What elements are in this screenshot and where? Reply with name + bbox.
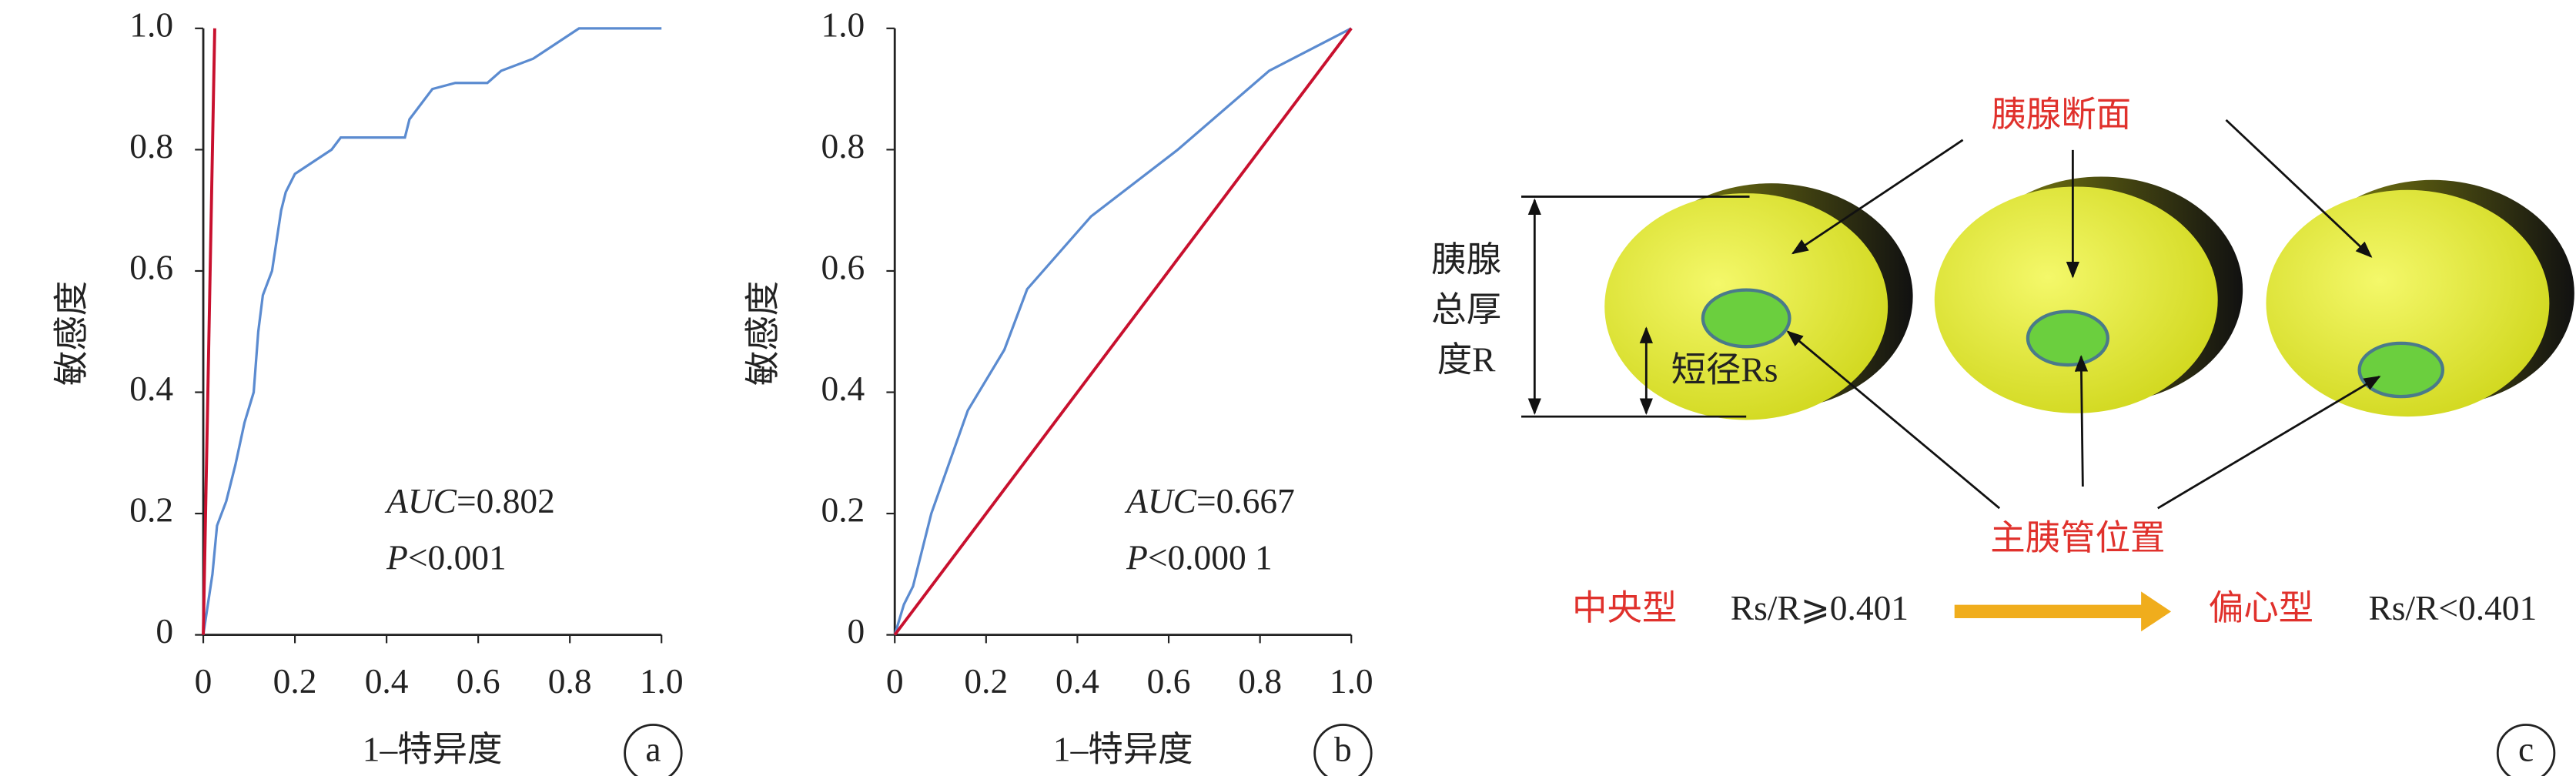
y-tick-label: 0.6: [129, 247, 173, 286]
y-tick-label: 0.8: [821, 126, 865, 166]
annotation-text: <0.001: [408, 538, 507, 577]
short-label: 短径Rs: [1671, 350, 1778, 389]
y-axis-label: 敏感度: [52, 281, 91, 386]
roc-line: [202, 27, 662, 635]
duct: [2026, 309, 2109, 367]
thickness-label: 总厚: [1431, 289, 1501, 329]
y-tick-label: 0.6: [821, 247, 865, 286]
y-tick-label: 0.4: [821, 369, 865, 408]
duct-label: 主胰管位置: [1990, 518, 2165, 557]
x-axis-label: 1–特异度: [1053, 730, 1193, 769]
y-tick-label: 1.0: [129, 5, 173, 44]
y-axis-label: 敏感度: [743, 281, 782, 386]
x-tick-label: 0.4: [1055, 661, 1099, 701]
x-tick-label: 0: [195, 661, 212, 701]
y-tick-label: 0.8: [129, 126, 173, 166]
annotation: AUC=0.667: [1124, 481, 1295, 520]
arrow: [1786, 330, 2001, 510]
arrow: [2157, 375, 2381, 510]
roc-line: [893, 27, 1353, 636]
disc: [2266, 189, 2550, 417]
x-tick-label: 0.2: [273, 661, 317, 701]
x-axis-label: 1–特异度: [363, 730, 503, 769]
central-rule: Rs/R⩾0.401: [1731, 588, 1909, 627]
discs: [1604, 176, 2574, 420]
x-tick-label: 1.0: [1330, 661, 1373, 701]
roc-line: [202, 28, 216, 635]
eccentric-label: 偏心型: [2209, 588, 2313, 627]
panel-label: c: [2518, 730, 2534, 769]
annotation-text: =0.802: [457, 481, 555, 520]
panel-label: b: [1334, 730, 1352, 769]
x-tick-label: 0.6: [1147, 661, 1191, 701]
x-tick-label: 0.6: [457, 661, 500, 701]
transition-arrow: [1954, 591, 2172, 632]
y-tick-label: 0.2: [129, 490, 173, 530]
disc: [1934, 186, 2218, 413]
annotation-italic: P: [386, 538, 408, 577]
annotation: P<0.001: [386, 538, 507, 577]
central-label: 中央型: [1572, 588, 1677, 627]
annotation-italic: P: [1126, 538, 1148, 577]
arrow: [1791, 139, 1964, 255]
panel-circle: [1313, 724, 1373, 776]
duct: [2357, 341, 2445, 399]
x-tick-label: 0.8: [548, 661, 592, 701]
y-tick-label: 0.2: [821, 490, 865, 530]
y-tick-label: 0.4: [129, 369, 173, 408]
x-tick-label: 0.8: [1238, 661, 1282, 701]
roc-line: [893, 27, 1352, 636]
arrow: [2225, 119, 2373, 258]
annotation-italic: AUC: [384, 481, 457, 520]
duct: [1701, 288, 1791, 349]
panel-label: a: [645, 730, 661, 769]
thickness-label: 胰腺: [1431, 239, 1501, 279]
annotation-text: =0.667: [1196, 481, 1295, 520]
y-tick-label: 0: [848, 611, 865, 651]
annotation-italic: AUC: [1124, 481, 1197, 520]
annotation: P<0.000 1: [1126, 538, 1273, 577]
annotation-text: <0.000 1: [1148, 538, 1273, 577]
panel-circle: [624, 724, 683, 776]
annotation: AUC=0.802: [384, 481, 555, 520]
panel-circle: [2496, 724, 2556, 776]
thickness-label: 度R: [1437, 340, 1496, 379]
section-label: 胰腺断面: [1991, 95, 2131, 134]
x-tick-label: 1.0: [640, 661, 684, 701]
eccentric-rule: Rs/R<0.401: [2368, 588, 2537, 627]
y-tick-label: 0: [156, 611, 173, 651]
arrow: [2074, 355, 2089, 487]
y-tick-label: 1.0: [821, 5, 865, 44]
x-tick-label: 0: [886, 661, 904, 701]
x-tick-label: 0.2: [964, 661, 1008, 701]
diagram: 胰腺断面 胰腺 总厚 度R 短径Rs 主胰管位置 中央型 Rs/R⩾0.401 …: [1431, 95, 2574, 776]
arrows: [1521, 119, 2381, 510]
x-tick-label: 0.4: [365, 661, 409, 701]
